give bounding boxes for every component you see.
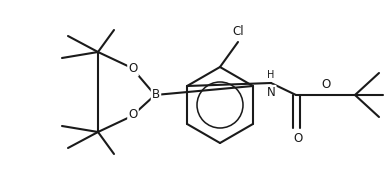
Text: O: O	[293, 132, 303, 145]
Text: O: O	[321, 78, 331, 91]
Text: N: N	[266, 86, 275, 99]
Text: O: O	[128, 108, 137, 121]
Text: H: H	[267, 70, 275, 80]
Text: Cl: Cl	[232, 25, 244, 38]
Text: O: O	[128, 62, 137, 76]
Text: B: B	[152, 89, 160, 102]
